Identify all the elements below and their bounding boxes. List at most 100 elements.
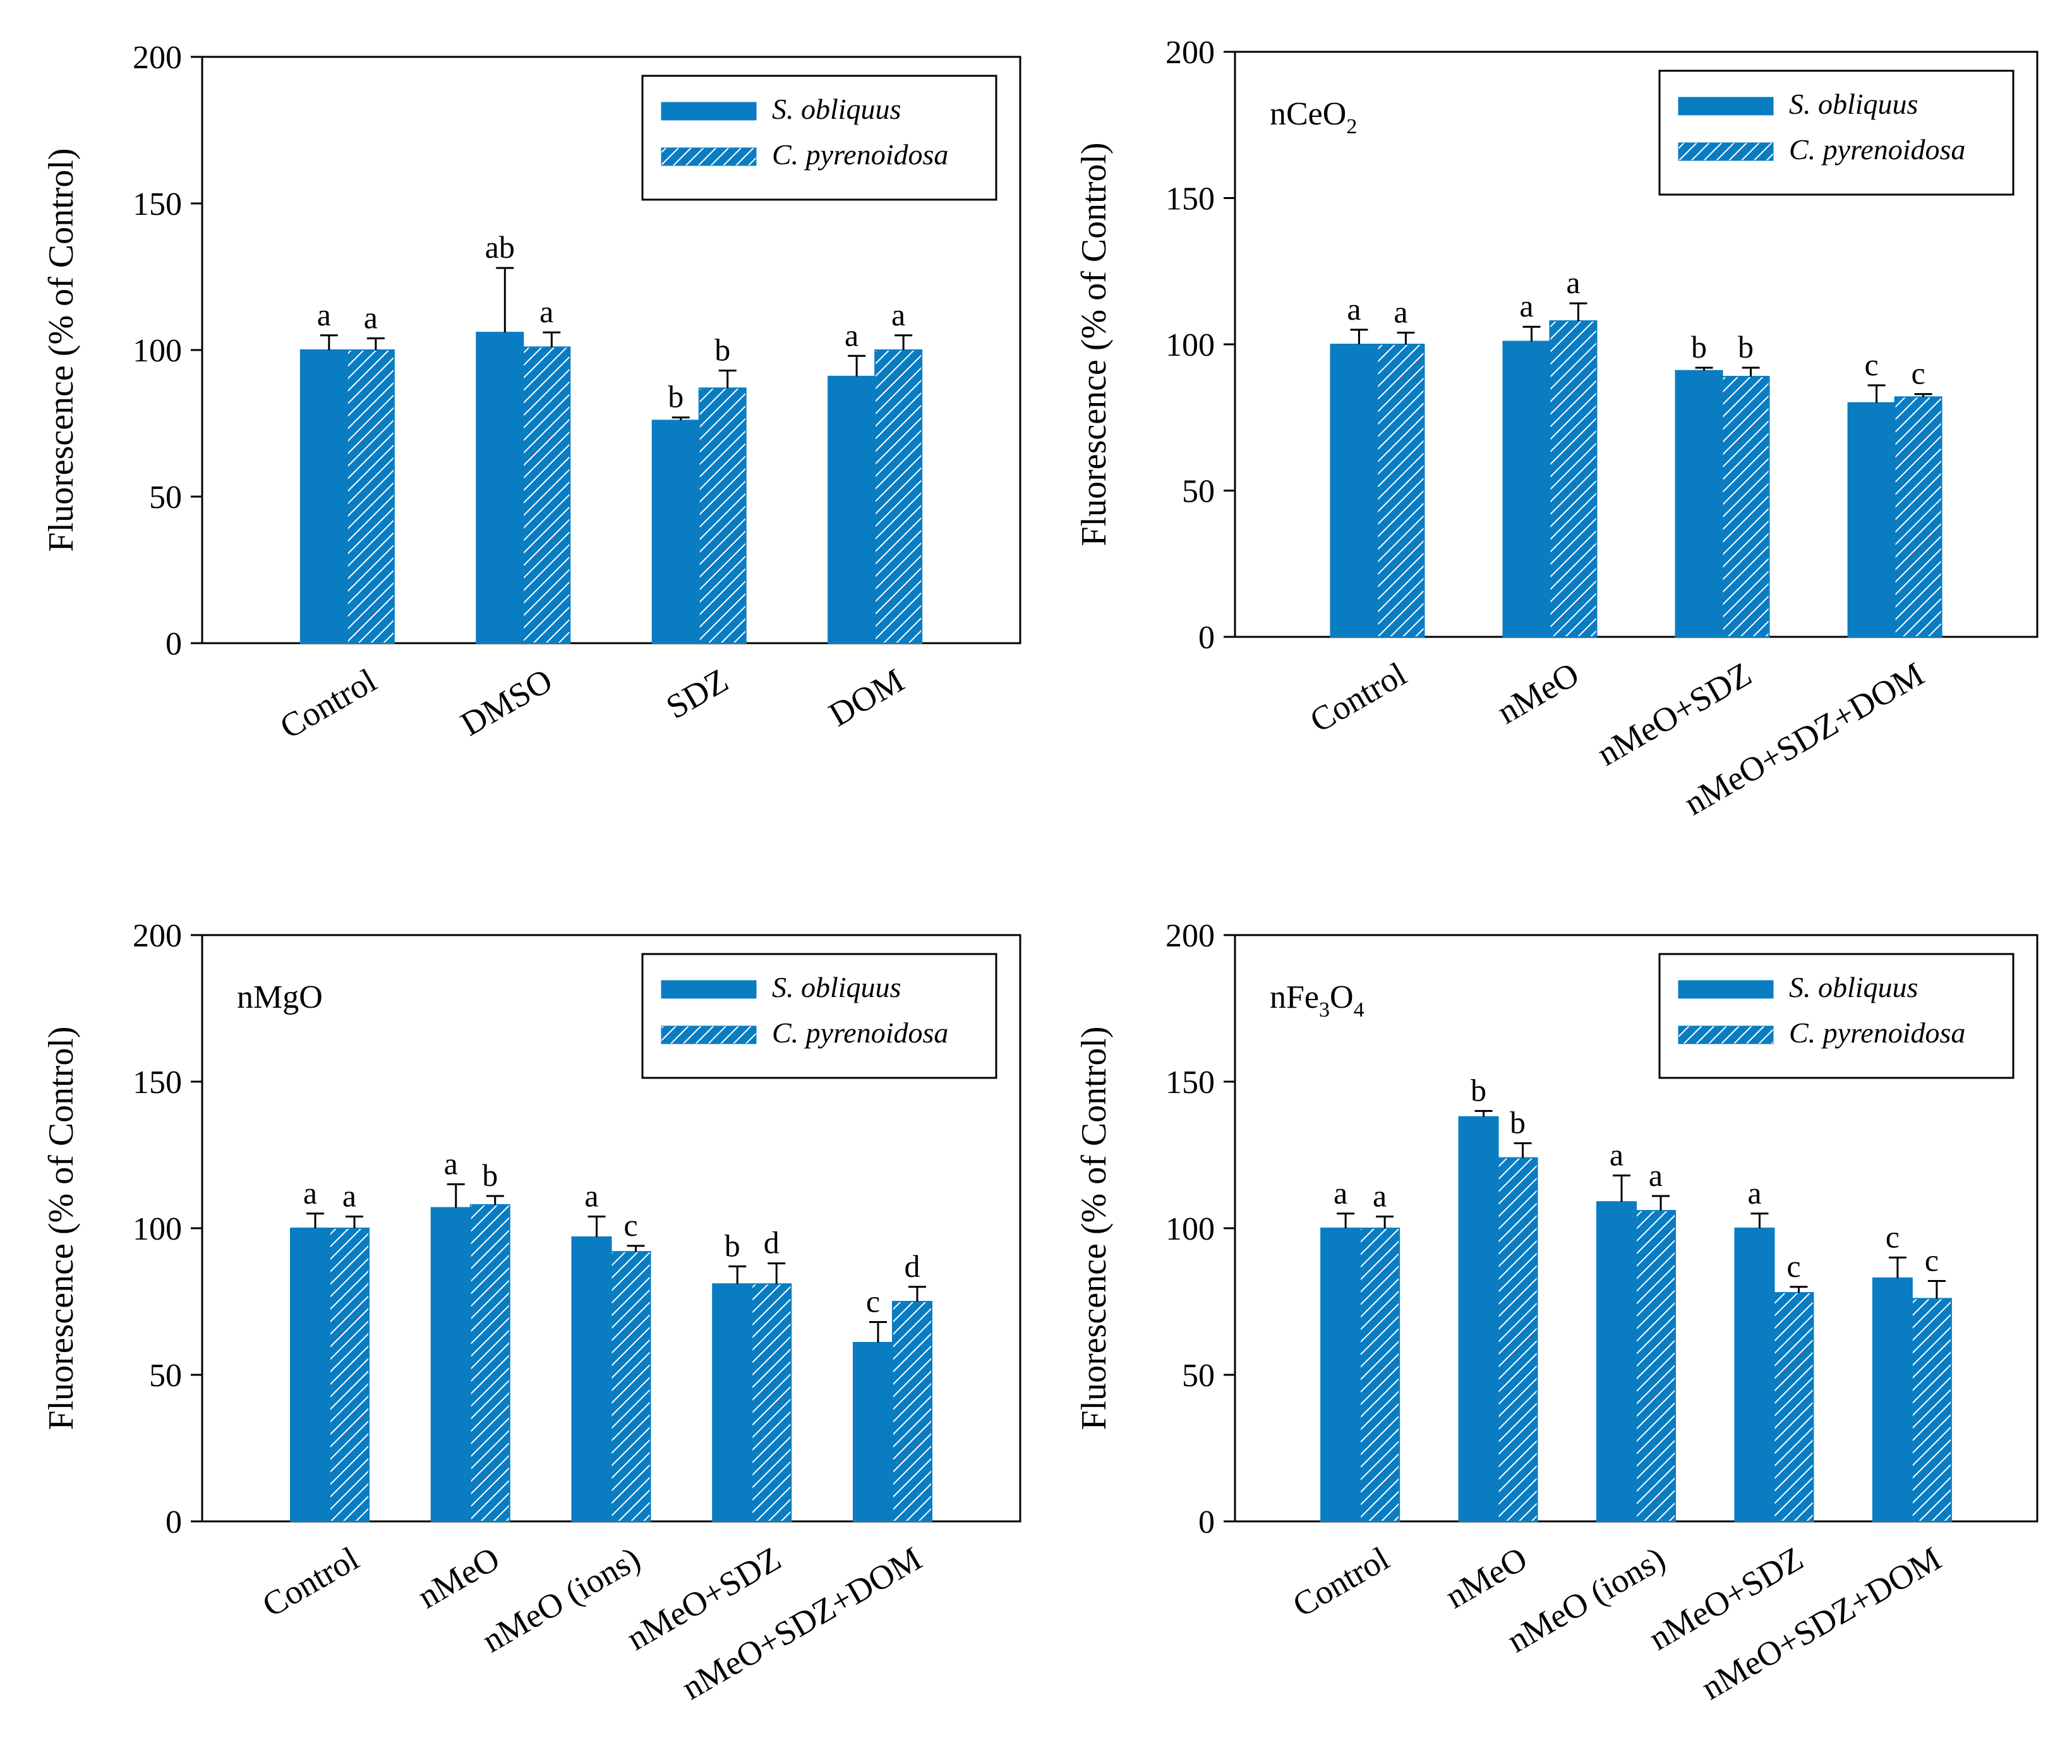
legend: S. obliquus C. pyrenoidosa [641,953,997,1079]
significance-label: a [891,297,905,332]
y-tick-label: 0 [1198,1504,1215,1540]
y-tick-label: 150 [133,186,182,222]
bar-c-pyrenoidosa [1721,375,1770,637]
significance-label: a [364,299,378,335]
chart-panel-3: 0 50 100 150 200 Fluorescence (% of Control) a… [42,918,1021,1707]
category-label: Control [274,661,383,746]
legend-swatch [1678,142,1774,161]
significance-label: c [1925,1243,1939,1278]
significance-label: b [1738,329,1754,365]
significance-label: a [845,317,858,353]
bar-s-obliquus [1734,1228,1775,1522]
panel-label: nFe3O4 [1270,979,1364,1022]
significance-label: b [1471,1072,1486,1108]
category-label: Control [1286,1539,1395,1624]
category-label: nMeO (ions) [1501,1539,1671,1660]
legend-swatch [661,147,757,166]
significance-label: b [714,332,730,367]
y-tick-label: 0 [166,626,182,662]
y-tick-label: 200 [133,918,182,954]
bar-c-pyrenoidosa [751,1283,792,1523]
bar-s-obliquus [828,375,876,644]
legend-label: C. pyrenoidosa [772,1017,948,1049]
significance-label: a [1610,1137,1623,1172]
y-tick-label: 50 [149,1358,182,1394]
significance-label: c [1911,356,1925,391]
significance-label: a [1649,1157,1663,1193]
bar-c-pyrenoidosa [522,346,571,644]
significance-label: a [1373,1178,1387,1213]
bar-s-obliquus [1847,402,1896,637]
category-label: DOM [822,661,910,734]
bar-c-pyrenoidosa [874,349,923,644]
legend-label: C. pyrenoidosa [1789,1017,1965,1049]
significance-label: c [623,1207,637,1243]
bar-s-obliquus [299,349,348,644]
significance-label: a [1347,291,1361,327]
y-tick-label: 50 [149,480,182,516]
legend-swatch [661,102,757,121]
significance-label: a [584,1178,598,1213]
bar-c-pyrenoidosa [698,387,747,644]
bar-c-pyrenoidosa [1635,1210,1676,1523]
legend-box [641,75,997,201]
bar-c-pyrenoidosa [1549,320,1598,637]
legend-box [1658,953,2015,1079]
significance-label: b [1691,329,1707,365]
legend-label: C. pyrenoidosa [772,138,948,171]
chart-panel-4: 0 50 100 150 200 Fluorescence (% of Control) a… [1075,918,2039,1707]
bar-s-obliquus [430,1207,471,1523]
bar-c-pyrenoidosa [1497,1157,1538,1522]
y-tick-label: 0 [1198,620,1215,656]
category-label: nMeO [1439,1539,1533,1616]
bar-c-pyrenoidosa [891,1301,932,1522]
significance-label: a [1566,265,1580,300]
y-axis-title: Fluorescence (% of Control) [42,1026,81,1430]
bar-s-obliquus [1458,1116,1499,1523]
y-tick-label: 100 [133,333,182,369]
y-tick-label: 100 [1166,1211,1215,1247]
significance-label: a [317,297,331,332]
bar-c-pyrenoidosa [610,1251,651,1522]
bar-s-obliquus [651,420,700,644]
chart-panels: 0 50 100 150 200 Fluorescence (% of Control) a… [42,35,2039,1707]
bar-s-obliquus [1872,1277,1913,1522]
y-tick-label: 150 [1166,181,1215,217]
legend: S. obliquus C. pyrenoidosa [1658,953,2015,1079]
legend-swatch [661,980,757,999]
bar-c-pyrenoidosa [1911,1298,1952,1523]
bar-c-pyrenoidosa [1359,1228,1400,1522]
bar-c-pyrenoidosa [346,349,395,644]
y-tick-label: 0 [166,1504,182,1540]
significance-label: c [1886,1219,1900,1254]
legend-label: C. pyrenoidosa [1789,133,1965,166]
significance-label: a [1747,1175,1761,1211]
legend-label: S. obliquus [772,971,901,1003]
bar-c-pyrenoidosa [469,1204,510,1522]
legend-label: S. obliquus [1789,88,1918,120]
category-label: nMeO+SDZ+DOM [675,1539,928,1707]
bar-c-pyrenoidosa [1894,396,1942,638]
bar-s-obliquus [1502,341,1551,637]
y-axis-title: Fluorescence (% of Control) [1075,142,1114,546]
bar-c-pyrenoidosa [1773,1292,1814,1522]
category-label: nMeO+SDZ+DOM [1695,1539,1948,1707]
chart-panel-2: 0 50 100 150 200 Fluorescence (% of Control) a… [1075,35,2039,823]
bar-s-obliquus [1596,1201,1637,1522]
legend-swatch [1678,97,1774,116]
significance-label: b [482,1157,498,1193]
category-label: SDZ [660,661,734,726]
category-label: DMSO [454,661,558,743]
category-label: nMeO+SDZ [1591,655,1757,773]
bar-s-obliquus [1320,1228,1361,1522]
significance-label: b [668,379,684,414]
y-tick-label: 150 [1166,1065,1215,1101]
legend: S. obliquus C. pyrenoidosa [1658,69,2015,196]
legend-box [641,953,997,1079]
y-tick-label: 200 [133,40,182,76]
significance-label: c [1864,347,1878,382]
significance-label: a [342,1178,356,1213]
significance-label: a [303,1175,317,1211]
significance-label: a [539,294,553,329]
y-tick-label: 150 [133,1065,182,1101]
